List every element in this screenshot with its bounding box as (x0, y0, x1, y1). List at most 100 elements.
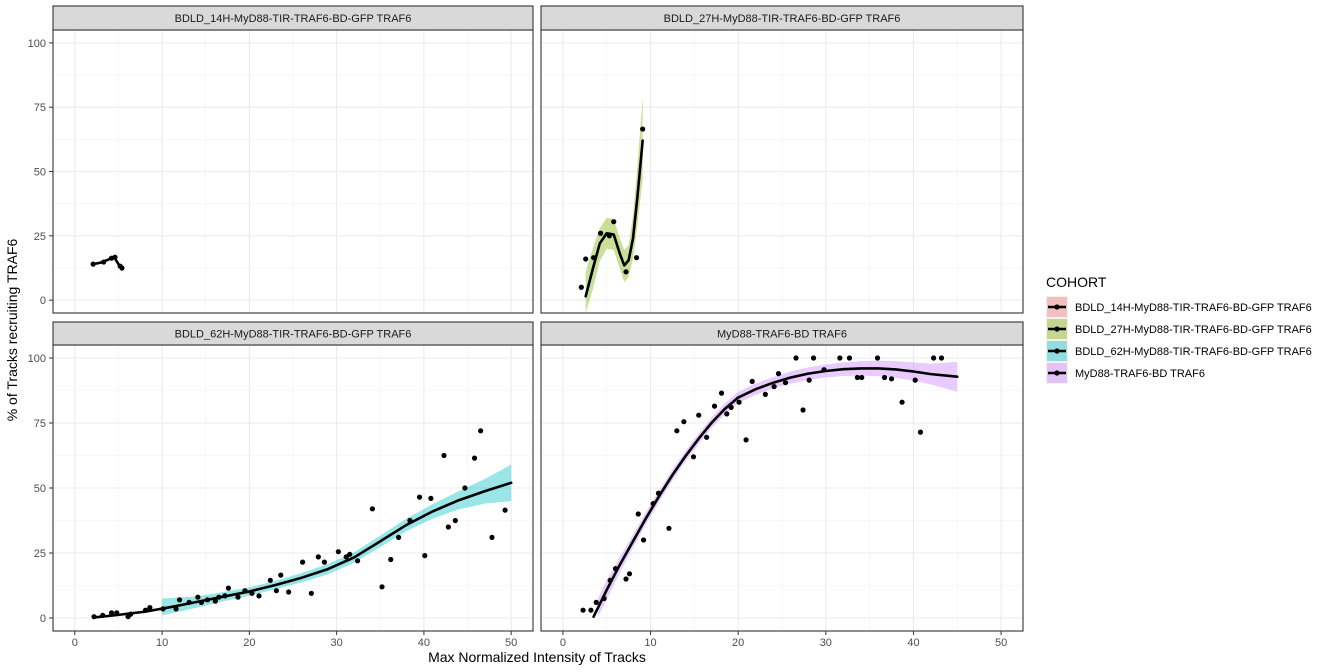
data-point (489, 534, 495, 541)
data-point (633, 255, 640, 261)
data-point (623, 576, 629, 582)
y-tick-label: 75 (34, 418, 46, 430)
data-point (286, 589, 292, 595)
data-point (593, 599, 599, 606)
data-point (242, 588, 248, 594)
x-axis-title: Max Normalized Intensity of Tracks (428, 649, 646, 665)
data-point (173, 606, 179, 612)
data-point (938, 355, 945, 361)
y-tick-label: 0 (40, 295, 46, 307)
data-point (428, 495, 434, 501)
data-point (142, 607, 149, 613)
data-point (452, 517, 458, 524)
data-point (626, 571, 633, 577)
y-tick-label: 0 (40, 613, 46, 625)
x-tick-label: 50 (995, 637, 1007, 649)
x-tick-label: 10 (156, 637, 168, 649)
data-point (931, 355, 937, 361)
data-point (315, 554, 321, 560)
x-tick-label: 20 (732, 637, 744, 649)
strip-background (540, 321, 1024, 346)
data-point (846, 355, 853, 361)
data-point (212, 598, 218, 604)
data-point (601, 595, 607, 602)
panel-2: BDLD_27H-MyD88-TIR-TRAF6-BD-GFP TRAF6 (540, 5, 1024, 314)
data-point (728, 404, 734, 410)
legend-entry: BDLD_14H-MyD88-TIR-TRAF6-BD-GFP TRAF6 (1046, 296, 1312, 318)
data-point (388, 556, 394, 563)
data-point (379, 584, 385, 590)
data-point (445, 524, 451, 530)
legend-entry: BDLD_27H-MyD88-TIR-TRAF6-BD-GFP TRAF6 (1046, 318, 1312, 340)
data-point (90, 261, 96, 267)
data-point (743, 437, 749, 443)
data-point (597, 230, 604, 236)
data-point (108, 610, 115, 616)
legend-label: BDLD_14H-MyD88-TIR-TRAF6-BD-GFP TRAF6 (1075, 302, 1312, 314)
data-point (308, 590, 314, 596)
data-point (502, 507, 508, 513)
legend-title: COHORT (1046, 274, 1107, 290)
data-point (606, 233, 612, 239)
data-point (650, 501, 656, 507)
y-tick-label: 50 (34, 483, 46, 495)
data-point (771, 384, 777, 390)
data-point (666, 525, 672, 531)
data-point (611, 219, 617, 225)
data-point (690, 454, 697, 460)
data-point (101, 259, 107, 265)
legend-label: BDLD_62H-MyD88-TIR-TRAF6-BD-GFP TRAF6 (1075, 346, 1312, 358)
legend-key-point (1054, 348, 1060, 354)
x-tick-label: 0 (560, 637, 566, 649)
data-point (198, 599, 204, 606)
strip-label: BDLD_27H-MyD88-TIR-TRAF6-BD-GFP TRAF6 (664, 13, 901, 25)
data-point (369, 506, 376, 512)
x-tick-label: 30 (820, 637, 832, 649)
data-point (347, 551, 353, 557)
data-point (810, 355, 817, 361)
y-tick-label: 75 (34, 102, 46, 114)
smooth-line (584, 139, 644, 298)
data-point (583, 256, 589, 262)
strip-label: BDLD_62H-MyD88-TIR-TRAF6-BD-GFP TRAF6 (175, 329, 412, 341)
data-point (147, 605, 153, 611)
data-point (278, 572, 284, 578)
data-point (806, 377, 812, 383)
data-point (216, 594, 222, 600)
data-point (273, 588, 280, 594)
strip-label: MyD88-TRAF6-BD TRAF6 (717, 329, 847, 341)
data-point (176, 597, 183, 603)
legend-entry: MyD88-TRAF6-BD TRAF6 (1046, 362, 1205, 384)
data-point (300, 559, 306, 565)
x-tick-label: 50 (505, 637, 517, 649)
data-point (859, 374, 865, 381)
data-point (590, 255, 597, 261)
data-point (422, 553, 428, 559)
data-point (749, 378, 755, 384)
panel-4: MyD88-TRAF6-BD TRAF6 0 10 20 30 40 50 (540, 321, 1024, 649)
data-point (578, 284, 584, 290)
strip-background (540, 5, 1024, 31)
data-point (128, 611, 134, 617)
axis-titles: Max Normalized Intensity of Tracks % of … (4, 239, 646, 665)
data-point (793, 355, 799, 361)
data-point (718, 390, 725, 396)
data-point (623, 269, 629, 275)
data-point (160, 606, 166, 612)
data-point (724, 411, 730, 417)
data-point (874, 355, 881, 361)
legend-label: MyD88-TRAF6-BD TRAF6 (1075, 368, 1205, 380)
y-tick-label: 25 (34, 231, 46, 243)
x-tick-label: 20 (243, 637, 255, 649)
data-point (321, 559, 328, 565)
data-point (186, 599, 192, 606)
data-point (912, 377, 918, 383)
data-point (119, 265, 125, 271)
smooth-line (592, 367, 959, 619)
data-point (800, 407, 806, 413)
panel-3: BDLD_62H-MyD88-TIR-TRAF6-BD-GFP TRAF6 0 25… (28, 321, 534, 649)
x-tick-label: 30 (331, 637, 343, 649)
y-tick-label: 25 (34, 548, 46, 560)
data-point (821, 367, 827, 373)
